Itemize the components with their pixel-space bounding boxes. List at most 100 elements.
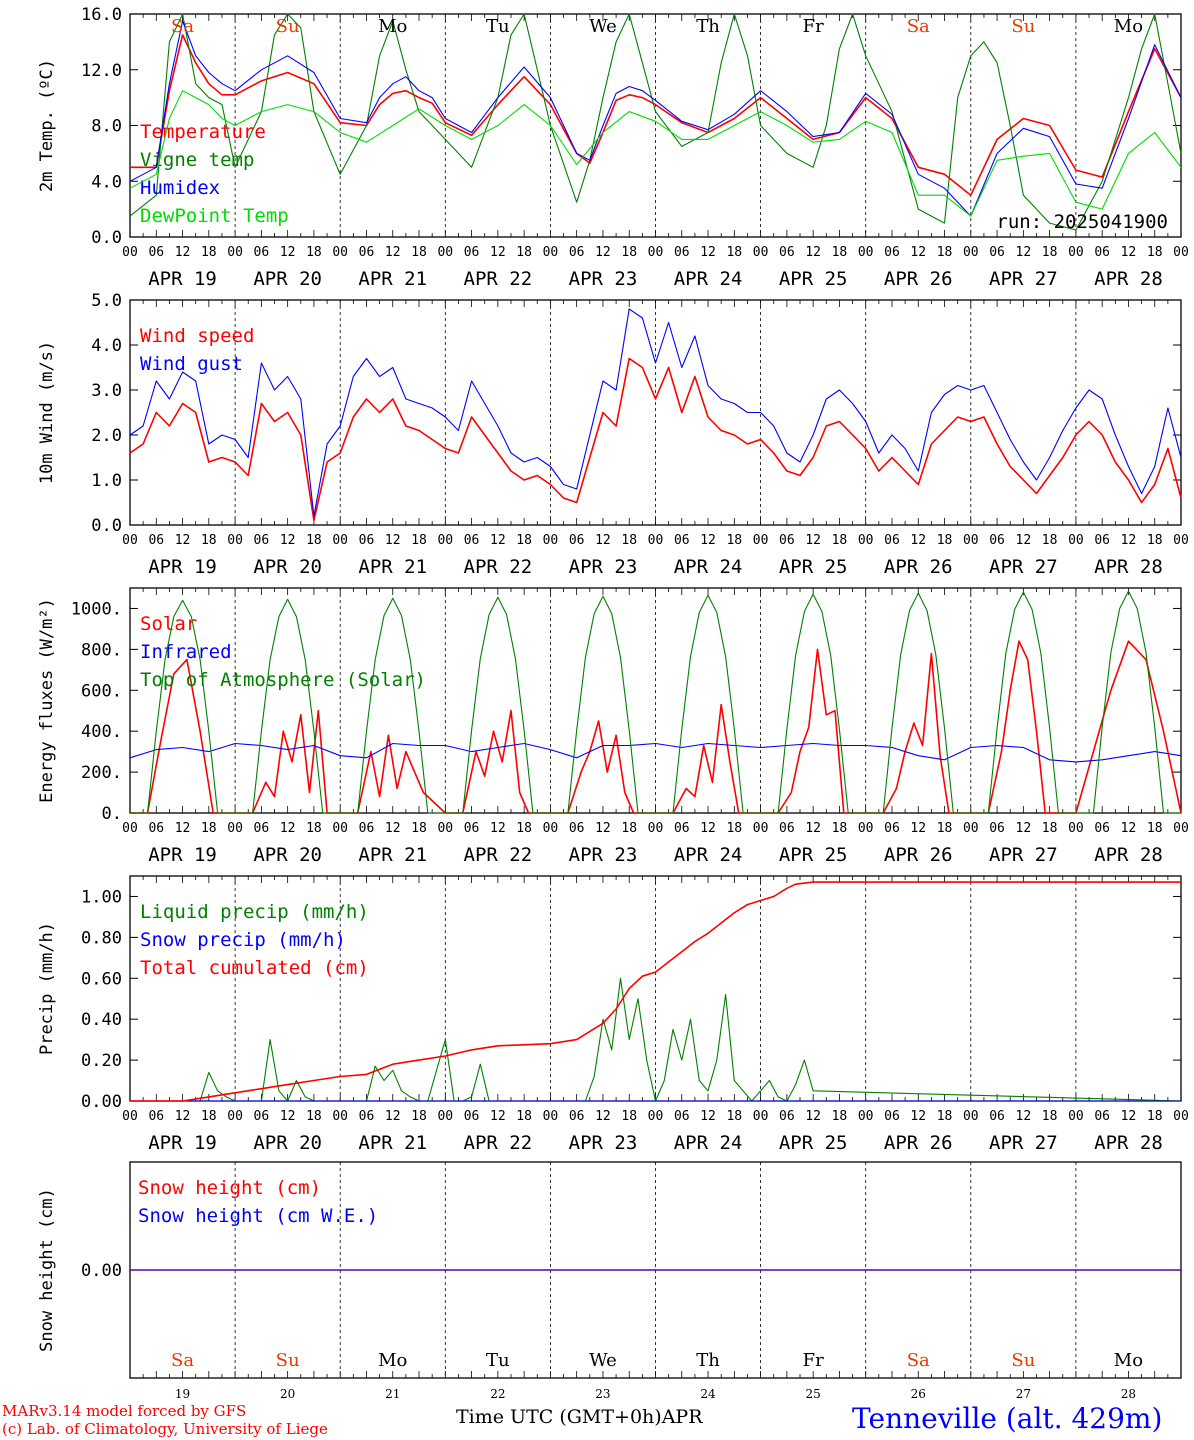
- hour-tick-label: 06: [464, 1109, 480, 1124]
- series-line-temp-0: [130, 34, 1182, 196]
- hour-tick-label: 00: [1173, 1109, 1189, 1124]
- hour-tick-label: 06: [569, 821, 585, 836]
- legend-entry: Infrared: [140, 641, 232, 663]
- date-label: APR 22: [464, 1132, 533, 1154]
- series-line-temp-1: [129, 13, 1182, 231]
- hour-tick-label: 00: [963, 245, 979, 260]
- day-number-label: 21: [385, 1387, 400, 1401]
- y-tick-label: 1.0: [91, 471, 122, 491]
- hour-tick-label: 06: [464, 245, 480, 260]
- date-label: APR 25: [779, 844, 848, 866]
- month-label: APR: [661, 1406, 703, 1428]
- hour-tick-label: 00: [1068, 1109, 1084, 1124]
- hour-tick-label: 06: [464, 821, 480, 836]
- hour-tick-label: 12: [595, 245, 611, 260]
- date-label: APR 26: [884, 556, 953, 578]
- hour-tick-label: 06: [674, 245, 690, 260]
- hour-tick-label: 18: [411, 533, 427, 548]
- date-label: APR 27: [989, 556, 1058, 578]
- day-number-label: 24: [700, 1387, 716, 1401]
- hour-tick-label: 00: [648, 533, 664, 548]
- hour-tick-label: 12: [280, 245, 296, 260]
- weekday-label-top: Tu: [486, 16, 510, 37]
- hour-tick-label: 06: [674, 533, 690, 548]
- hour-tick-label: 00: [332, 245, 348, 260]
- hour-tick-label: 00: [332, 533, 348, 548]
- weekday-label-bottom: Mo: [378, 1350, 407, 1371]
- weekday-label-top: Fr: [803, 16, 824, 37]
- hour-tick-label: 12: [700, 245, 716, 260]
- legend-entry: Solar: [140, 613, 197, 635]
- legend-entry: DewPoint Temp: [140, 205, 289, 227]
- hour-tick-label: 06: [1094, 821, 1110, 836]
- hour-tick-label: 06: [148, 1109, 164, 1124]
- hour-tick-label: 12: [490, 821, 506, 836]
- y-axis-label: 2m Temp. (ºC): [37, 59, 57, 192]
- y-tick-label: 0.00: [81, 1261, 122, 1281]
- legend-entry: Total cumulated (cm): [140, 957, 369, 979]
- hour-tick-label: 12: [595, 821, 611, 836]
- hour-tick-label: 12: [910, 1109, 926, 1124]
- hour-tick-label: 00: [1173, 533, 1189, 548]
- hour-tick-label: 00: [437, 1109, 453, 1124]
- date-label: APR 25: [779, 268, 848, 290]
- hour-tick-label: 12: [1016, 821, 1032, 836]
- hour-tick-label: 18: [1042, 1109, 1058, 1124]
- date-label: APR 28: [1094, 1132, 1163, 1154]
- hour-tick-label: 12: [280, 533, 296, 548]
- legend-entry: Wind gust: [140, 353, 243, 375]
- date-label: APR 22: [464, 268, 533, 290]
- hour-tick-label: 06: [254, 245, 270, 260]
- hour-tick-label: 06: [674, 821, 690, 836]
- day-number-label: 25: [806, 1387, 821, 1401]
- weekday-label-bottom: Tu: [486, 1350, 510, 1371]
- hour-tick-label: 06: [884, 533, 900, 548]
- hour-tick-label: 00: [753, 533, 769, 548]
- hour-tick-label: 12: [910, 533, 926, 548]
- hour-tick-label: 18: [306, 245, 322, 260]
- hour-tick-label: 00: [332, 821, 348, 836]
- y-tick-label: 5.0: [91, 291, 122, 311]
- hour-tick-label: 06: [989, 533, 1005, 548]
- date-label: APR 23: [569, 1132, 638, 1154]
- date-label: APR 28: [1094, 268, 1163, 290]
- panel-frame-energy: [129, 587, 1182, 814]
- legend-entry: Wind speed: [140, 325, 254, 347]
- hour-tick-label: 12: [1016, 245, 1032, 260]
- date-label: APR 22: [464, 556, 533, 578]
- hour-tick-label: 12: [805, 821, 821, 836]
- weekday-label-bottom: Sa: [171, 1350, 194, 1371]
- hour-tick-label: 18: [621, 533, 637, 548]
- legend-entry: Temperature: [140, 121, 266, 143]
- y-tick-label: 4.0: [91, 336, 122, 356]
- date-label: APR 26: [884, 844, 953, 866]
- hour-tick-label: 00: [858, 245, 874, 260]
- hour-tick-label: 06: [254, 1109, 270, 1124]
- hour-tick-label: 00: [963, 533, 979, 548]
- hour-tick-label: 00: [648, 1109, 664, 1124]
- y-tick-label: 0.: [102, 804, 122, 824]
- weekday-label-top: Sa: [171, 16, 194, 37]
- y-tick-label: 0.0: [91, 228, 122, 248]
- hour-tick-label: 06: [989, 821, 1005, 836]
- hour-tick-label: 06: [989, 1109, 1005, 1124]
- hour-tick-label: 00: [227, 1109, 243, 1124]
- credit-line-2: (c) Lab. of Climatology, University of L…: [2, 1420, 328, 1438]
- date-label: APR 24: [674, 556, 743, 578]
- date-label: APR 28: [1094, 556, 1163, 578]
- hour-tick-label: 00: [858, 821, 874, 836]
- hour-tick-label: 12: [805, 1109, 821, 1124]
- hour-tick-label: 00: [122, 821, 138, 836]
- weekday-label-bottom: Su: [1011, 1350, 1035, 1371]
- location-label: Tenneville (alt. 429m): [852, 1402, 1163, 1435]
- hour-tick-label: 00: [753, 245, 769, 260]
- y-axis-label: Precip (mm/h): [37, 922, 57, 1055]
- date-label: APR 21: [358, 844, 427, 866]
- hour-tick-label: 06: [254, 821, 270, 836]
- weekday-label-top: Su: [1011, 16, 1035, 37]
- hour-tick-label: 00: [1173, 821, 1189, 836]
- date-label: APR 24: [674, 844, 743, 866]
- hour-tick-label: 18: [1042, 533, 1058, 548]
- date-label: APR 28: [1094, 844, 1163, 866]
- hour-tick-label: 00: [1068, 821, 1084, 836]
